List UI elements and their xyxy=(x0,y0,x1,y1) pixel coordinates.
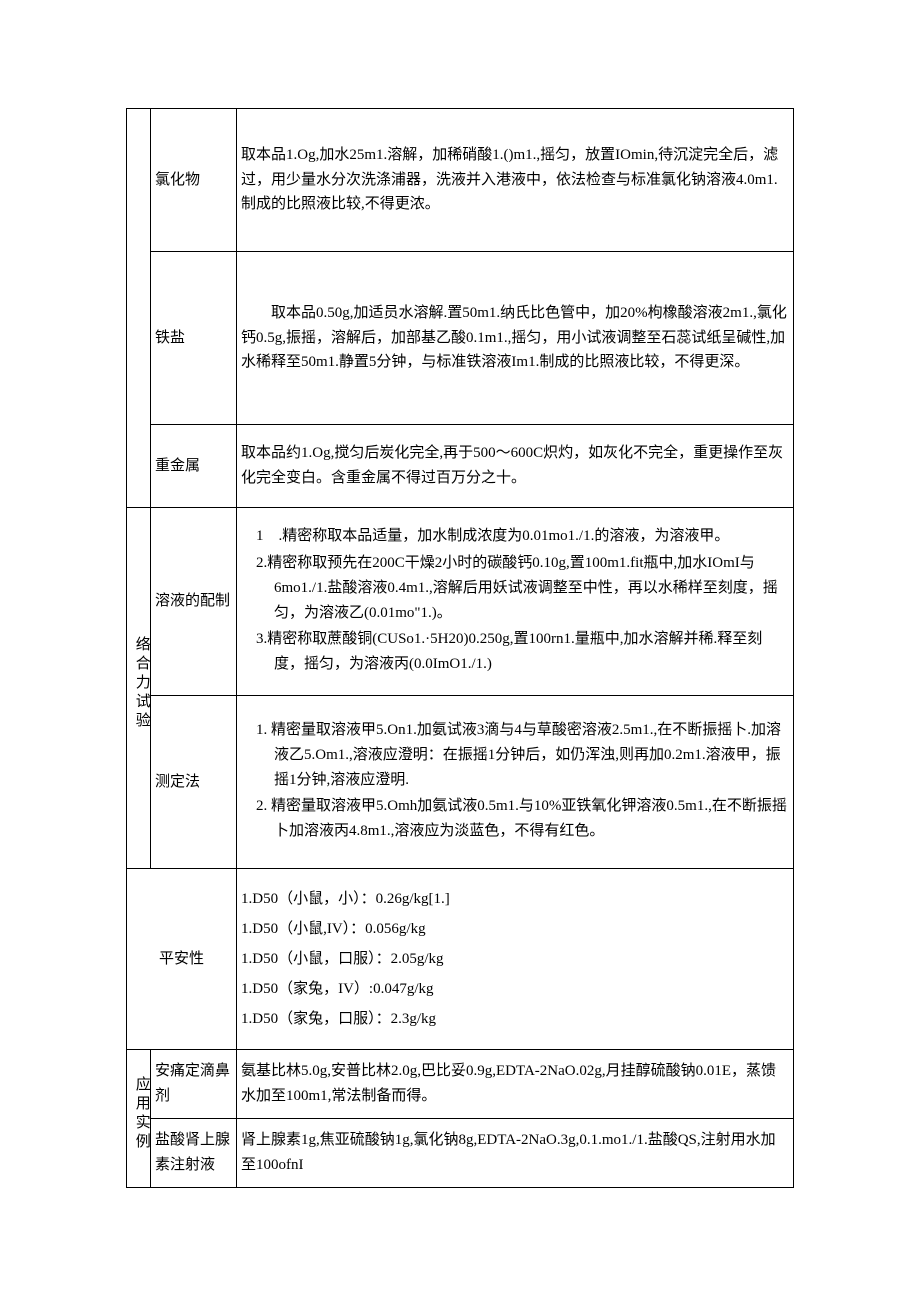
group-empty-header xyxy=(127,109,151,508)
group-chelation-header: 络合力试验 xyxy=(127,508,151,869)
row-method-desc: 1. 精密量取溶液甲5.On1.加氨试液3滴与4与草酸密溶液2.5m1.,在不断… xyxy=(237,696,794,869)
prep-item-2: 2.精密称取预先在200C干燥2小时的碳酸钙0.10g,置100m1.fit瓶中… xyxy=(256,551,789,625)
group-examples-label: 应用实例 xyxy=(129,1076,154,1152)
row-method-name: 测定法 xyxy=(151,696,237,869)
row-chloride-name: 氯化物 xyxy=(151,109,237,252)
row-chloride-desc: 取本品1.Og,加水25m1.溶解，加稀硝酸1.()m1.,摇匀，放置IOmin… xyxy=(237,109,794,252)
group-chelation-label: 络合力试验 xyxy=(129,636,154,731)
row-example1-desc: 氨基比林5.0g,安普比林2.0g,巴比妥0.9g,EDTA-2NaO.02g,… xyxy=(237,1050,794,1119)
prep-item-3: 3.精密称取蔗酸铜(CUSo1.·5H20)0.250g,置100rn1.量瓶中… xyxy=(256,627,789,677)
row-safety-name: 平安性 xyxy=(127,869,237,1050)
safety-line-3: 1.D50（小鼠，口服）：2.05g/kg xyxy=(241,944,789,974)
spec-table: 氯化物 取本品1.Og,加水25m1.溶解，加稀硝酸1.()m1.,摇匀，放置I… xyxy=(126,108,794,1188)
safety-line-5: 1.D50（家兔，口服）：2.3g/kg xyxy=(241,1004,789,1034)
method-item-1: 1. 精密量取溶液甲5.On1.加氨试液3滴与4与草酸密溶液2.5m1.,在不断… xyxy=(256,718,789,792)
safety-line-1: 1.D50（小鼠，小）：0.26g/kg[1.] xyxy=(241,884,789,914)
row-iron-name: 铁盐 xyxy=(151,252,237,425)
row-example1-name: 安痛定滴鼻剂 xyxy=(151,1050,237,1119)
row-heavymetal-name: 重金属 xyxy=(151,425,237,508)
prep-item-1: 1 .精密称取本品适量，加水制成浓度为0.01mo1./1.的溶液，为溶液甲。 xyxy=(256,524,789,549)
row-iron-desc: 取本品0.50g,加适员水溶解.置50m1.纳氏比色管中，加20%枸橡酸溶液2m… xyxy=(237,252,794,425)
row-heavymetal-desc: 取本品约1.Og,搅匀后炭化完全,再于500〜600C炽灼，如灰化不完全，重更操… xyxy=(237,425,794,508)
safety-line-2: 1.D50（小鼠,IV）：0.056g/kg xyxy=(241,914,789,944)
method-item-2: 2. 精密量取溶液甲5.Omh加氨试液0.5m1.与10%亚铁氧化钾溶液0.5m… xyxy=(256,794,789,844)
safety-line-4: 1.D50（家兔，IV）:0.047g/kg xyxy=(241,974,789,1004)
row-example2-desc: 肾上腺素1g,焦亚硫酸钠1g,氯化钠8g,EDTA-2NaO.3g,0.1.mo… xyxy=(237,1119,794,1188)
row-prep-name: 溶液的配制 xyxy=(151,508,237,696)
row-prep-desc: 1 .精密称取本品适量，加水制成浓度为0.01mo1./1.的溶液，为溶液甲。 … xyxy=(237,508,794,696)
group-examples-header: 应用实例 xyxy=(127,1050,151,1188)
row-safety-desc: 1.D50（小鼠，小）：0.26g/kg[1.] 1.D50（小鼠,IV）：0.… xyxy=(237,869,794,1050)
row-example2-name: 盐酸肾上腺素注射液 xyxy=(151,1119,237,1188)
